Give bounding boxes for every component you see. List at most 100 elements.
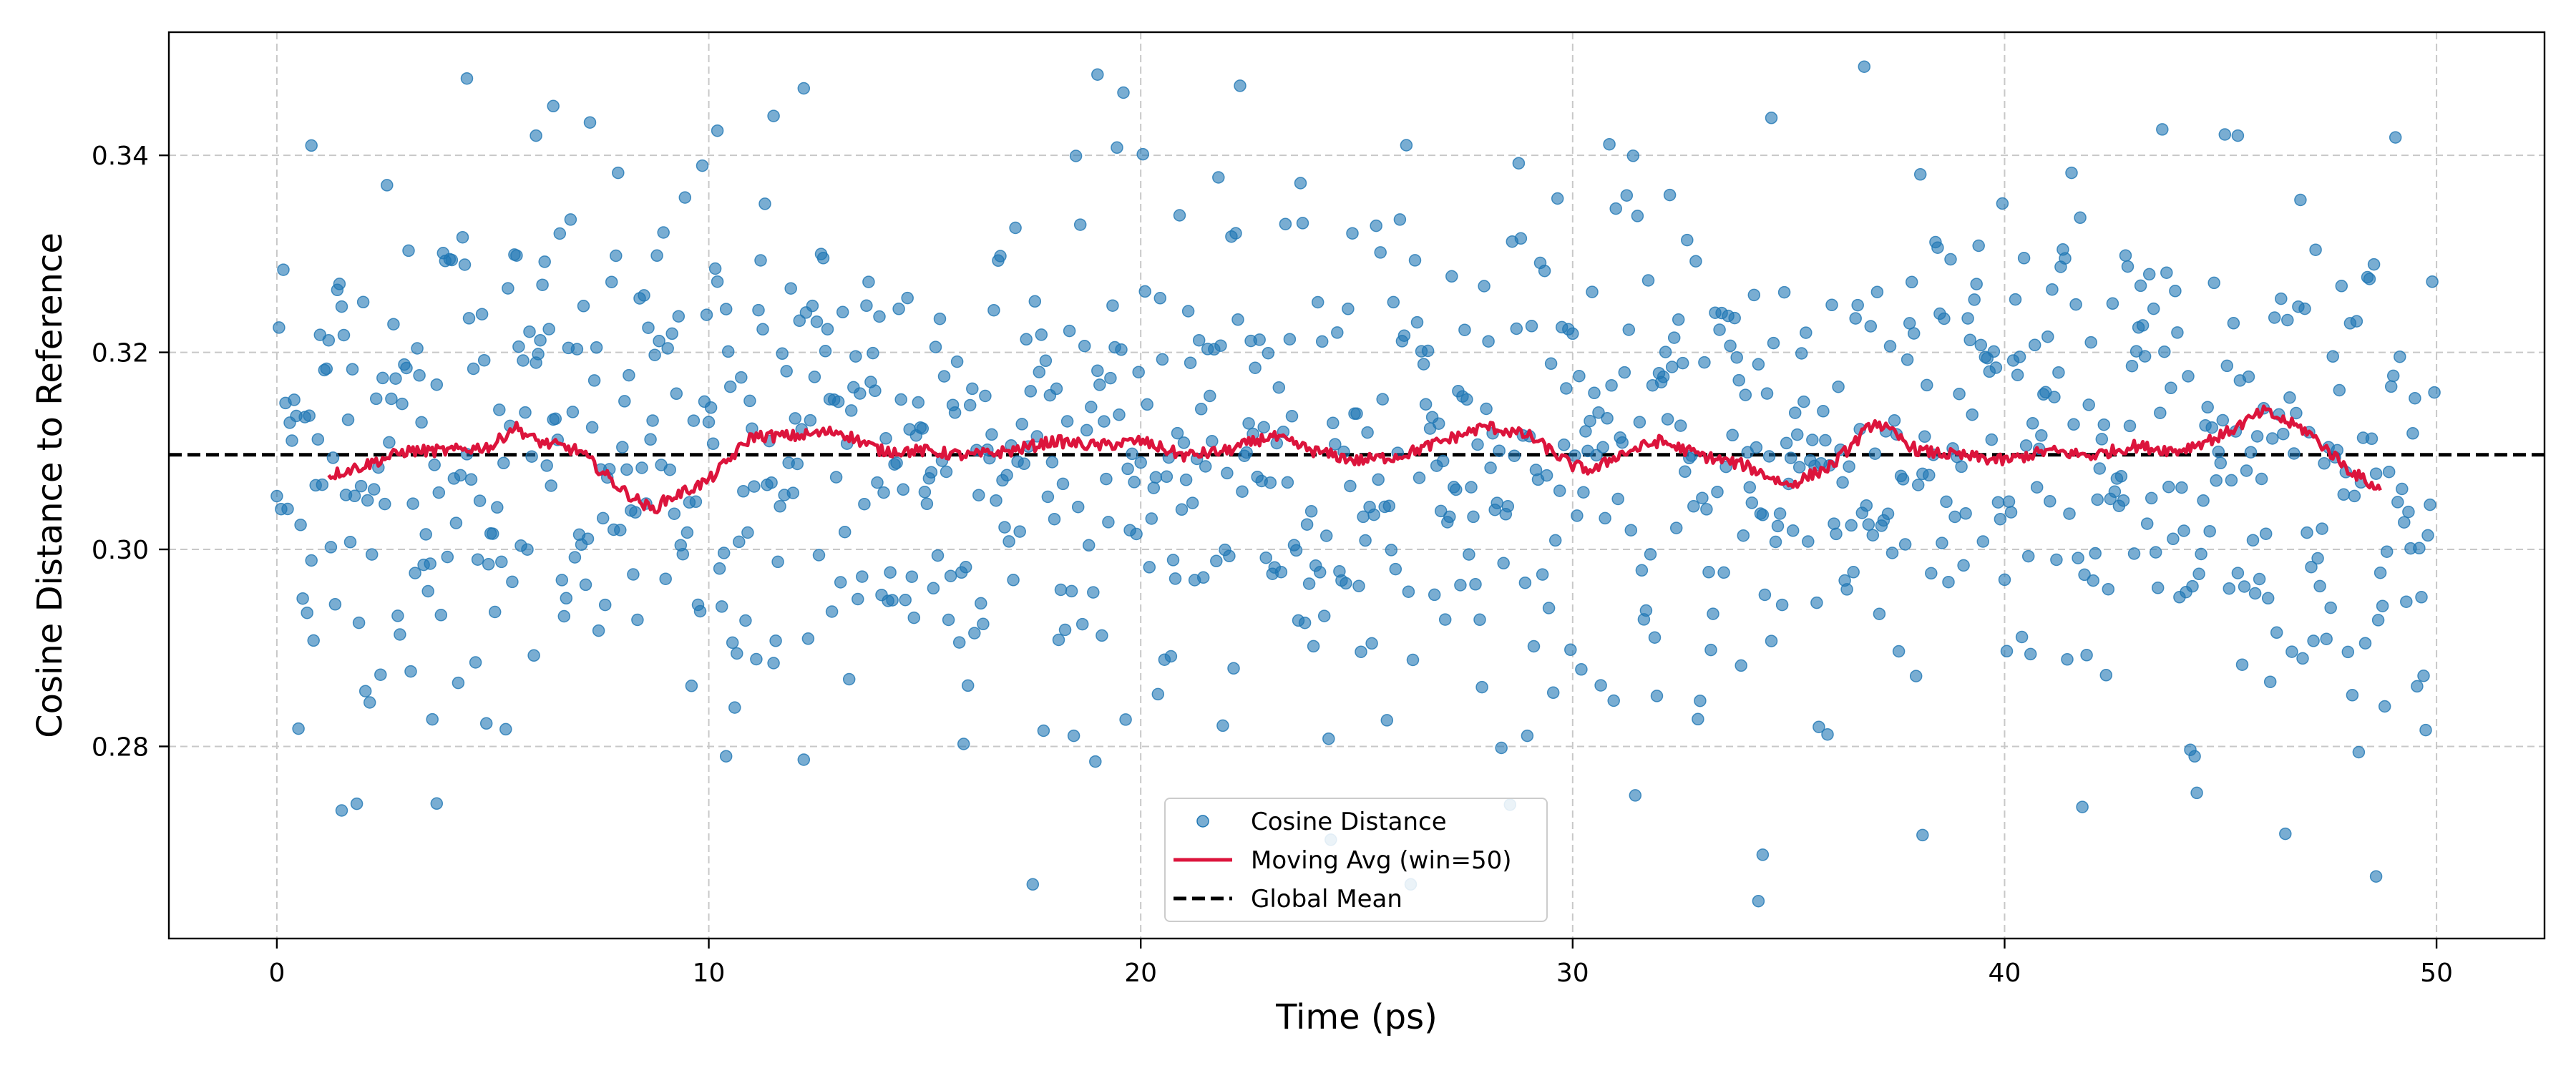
scatter-point: [343, 536, 357, 549]
scatter-point: [1460, 393, 1473, 406]
scatter-point: [281, 502, 294, 516]
scatter-point: [623, 368, 635, 382]
scatter-point: [273, 321, 286, 334]
scatter-point: [2281, 313, 2294, 327]
scatter-point: [1940, 495, 1953, 509]
scatter-point: [527, 649, 540, 662]
scatter-point: [2358, 637, 2372, 650]
scatter-point: [1240, 446, 1253, 459]
scatter-point: [1304, 505, 1318, 518]
scatter-point: [661, 342, 674, 355]
scatter-point: [2203, 524, 2216, 538]
scatter-point: [434, 609, 448, 622]
scatter-point: [1851, 298, 1864, 312]
scatter-point: [1253, 333, 1266, 346]
scatter-point: [1626, 150, 1640, 162]
scatter-point: [700, 308, 713, 321]
legend-marker-scatter: [1196, 815, 1209, 828]
scatter-point: [1033, 366, 1046, 378]
scatter-point: [657, 226, 670, 239]
scatter-point: [890, 456, 903, 469]
scatter-point: [555, 574, 569, 587]
scatter-point: [650, 249, 663, 263]
scatter-point: [680, 526, 694, 539]
scatter-point: [2419, 723, 2432, 737]
scatter-point: [570, 343, 584, 356]
scatter-point: [2240, 464, 2253, 477]
scatter-point: [1501, 500, 1515, 513]
scatter-point: [1586, 285, 1599, 298]
scatter-point: [748, 480, 761, 493]
scatter-point: [860, 299, 873, 313]
scatter-point: [1274, 565, 1288, 579]
scatter-point: [458, 258, 472, 271]
scatter-point: [2212, 445, 2225, 459]
scatter-point: [1380, 714, 1394, 727]
scatter-point: [1998, 573, 2011, 587]
scatter-point: [361, 494, 374, 507]
scatter-point: [2041, 330, 2054, 343]
scatter-point: [678, 191, 692, 204]
scatter-point: [2220, 359, 2234, 373]
scatter-point: [719, 303, 733, 315]
scatter-point: [517, 354, 530, 367]
scatter-point: [998, 521, 1011, 534]
scatter-point: [1058, 623, 1072, 637]
scatter-point: [473, 494, 487, 507]
scatter-point: [886, 594, 899, 607]
scatter-point: [2268, 311, 2281, 324]
scatter-point: [2277, 427, 2290, 441]
scatter-point: [1745, 496, 1759, 509]
scatter-point: [419, 528, 432, 541]
scatter-point: [854, 387, 867, 400]
scatter-point: [612, 166, 625, 180]
scatter-point: [467, 362, 480, 376]
scatter-point: [1802, 535, 1815, 548]
scatter-point: [1573, 369, 1586, 383]
scatter-point: [469, 656, 482, 669]
scatter-point: [1007, 574, 1020, 587]
scatter-point: [2382, 465, 2396, 479]
scatter-point: [1493, 444, 1506, 457]
scatter-point: [2140, 517, 2154, 530]
scatter-point: [1469, 578, 1482, 591]
scatter-point: [1659, 346, 1672, 358]
scatter-point: [1445, 270, 1458, 283]
plot-frame: [167, 31, 2546, 940]
scatter-point: [704, 401, 718, 414]
scatter-point: [2246, 534, 2260, 547]
scatter-point: [1417, 358, 1430, 371]
scatter-point: [1847, 566, 1860, 579]
scatter-point: [1780, 436, 1793, 450]
scatter-point: [869, 384, 882, 398]
scatter-point: [1272, 381, 1286, 394]
scatter-point: [1609, 202, 1622, 215]
scatter-point: [1672, 313, 1685, 326]
scatter-point: [2411, 680, 2424, 693]
scatter-point: [449, 516, 463, 529]
scatter-point: [2214, 456, 2228, 470]
scatter-point: [2127, 547, 2141, 560]
scatter-point: [1790, 428, 1804, 441]
scatter-point: [1009, 221, 1022, 235]
scatter-point: [2024, 647, 2037, 661]
scatter-point: [1002, 535, 1015, 548]
scatter-point: [1389, 562, 1402, 576]
scatter-point: [1018, 457, 1030, 471]
scatter-point: [767, 657, 780, 670]
scatter-point: [2371, 614, 2385, 627]
scatter-point: [1650, 690, 1664, 702]
scatter-point: [1657, 371, 1670, 383]
scatter-point: [831, 395, 845, 408]
scatter-point: [979, 389, 992, 403]
scatter-point: [2348, 489, 2361, 503]
scatter-point: [2156, 123, 2169, 136]
scatter-point: [2188, 750, 2201, 763]
y-tick-label: 0.28: [92, 733, 149, 762]
scatter-point: [1313, 566, 1327, 579]
scatter-point: [374, 668, 387, 681]
scatter-point: [2216, 413, 2230, 427]
scatter-point: [1762, 450, 1776, 463]
x-tick-label: 40: [1989, 959, 2021, 988]
scatter-point: [430, 797, 444, 810]
